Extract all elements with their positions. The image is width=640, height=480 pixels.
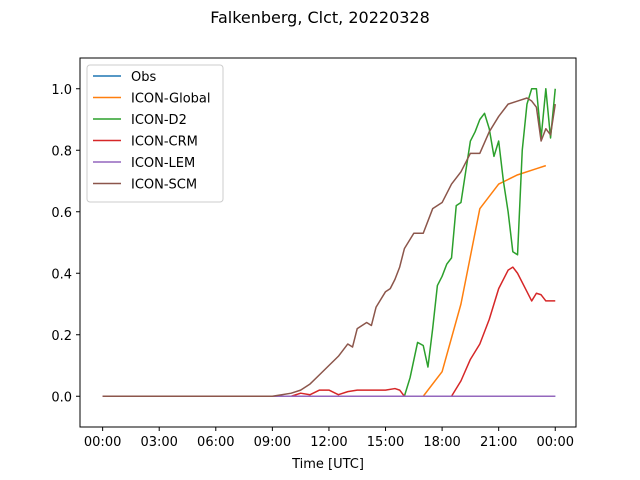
- y-axis: 0.0 0.2 0.4 0.6 0.8 1.0: [51, 83, 80, 405]
- series-layer: [102, 88, 556, 397]
- legend-label-icon-scm: ICON-SCM: [131, 178, 197, 193]
- y-tick-label: 0.4: [51, 267, 72, 282]
- y-tick-label: 1.0: [51, 83, 72, 98]
- x-tick-label: 03:00: [140, 435, 177, 450]
- y-tick-label: 0.0: [51, 390, 72, 405]
- y-tick-label: 0.6: [51, 206, 72, 221]
- series-line-icon-global: [102, 164, 547, 397]
- series-line-icon-scm: [102, 97, 556, 397]
- y-tick-label: 0.8: [51, 144, 72, 159]
- legend: Obs ICON-Global ICON-D2 ICON-CRM ICON-LEM ICO…: [86, 64, 224, 203]
- legend-label-icon-d2: ICON-D2: [131, 113, 187, 128]
- x-tick-label: 06:00: [197, 435, 234, 450]
- x-axis-label: Time [UTC]: [291, 457, 364, 472]
- series-line-icon-d2: [102, 88, 556, 397]
- series-line-icon-crm: [102, 266, 556, 397]
- x-tick-label: 09:00: [254, 435, 291, 450]
- x-tick-label: 12:00: [310, 435, 347, 450]
- x-tick-label: 00:00: [537, 435, 574, 450]
- x-tick-label: 00:00: [84, 435, 121, 450]
- y-tick-label: 0.2: [51, 329, 72, 344]
- legend-label-icon-global: ICON-Global: [131, 92, 211, 107]
- legend-box: [86, 64, 224, 203]
- x-tick-label: 21:00: [480, 435, 517, 450]
- x-axis: 00:00 03:00 06:00 09:00 12:00 15:00 18:00 21:00…: [84, 427, 574, 450]
- legend-label-obs: Obs: [131, 70, 156, 85]
- x-tick-label: 15:00: [367, 435, 404, 450]
- x-tick-label: 18:00: [423, 435, 460, 450]
- legend-label-icon-lem: ICON-LEM: [131, 156, 195, 171]
- chart-title: Falkenberg, Clct, 20220328: [210, 8, 430, 27]
- legend-label-icon-crm: ICON-CRM: [131, 135, 198, 150]
- plot-frame: [79, 57, 577, 428]
